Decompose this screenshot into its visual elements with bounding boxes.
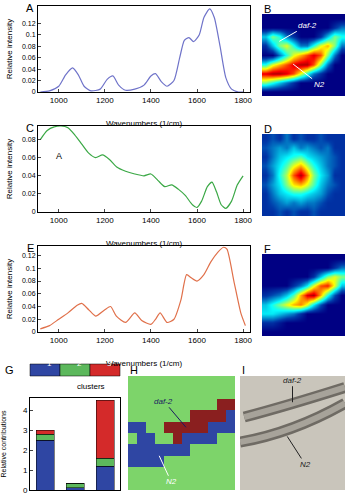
- svg-text:0: 0: [23, 486, 28, 495]
- svg-text:B: B: [264, 3, 271, 15]
- svg-text:I: I: [242, 364, 245, 376]
- svg-text:0.04: 0.04: [22, 172, 36, 179]
- svg-text:0.08: 0.08: [22, 136, 36, 143]
- svg-text:0.04: 0.04: [22, 303, 36, 310]
- svg-text:0.06: 0.06: [22, 290, 36, 297]
- svg-text:1: 1: [23, 466, 28, 475]
- svg-text:2: 2: [77, 359, 82, 368]
- svg-text:1600: 1600: [188, 336, 206, 345]
- svg-text:0.02: 0.02: [22, 77, 36, 84]
- svg-text:Wavenumbers (1/cm): Wavenumbers (1/cm): [106, 359, 183, 368]
- svg-text:daf-2: daf-2: [154, 397, 173, 406]
- svg-text:A: A: [56, 151, 62, 161]
- svg-text:H: H: [130, 364, 138, 376]
- svg-text:N2: N2: [314, 80, 325, 89]
- svg-text:1000: 1000: [50, 96, 68, 105]
- svg-text:1: 1: [47, 359, 52, 368]
- svg-text:1200: 1200: [96, 96, 114, 105]
- svg-text:1400: 1400: [142, 96, 160, 105]
- svg-text:Relative intensity: Relative intensity: [5, 19, 14, 79]
- svg-text:0.12: 0.12: [22, 20, 36, 27]
- svg-text:0.06: 0.06: [22, 54, 36, 61]
- svg-text:Relative intensity: Relative intensity: [5, 259, 14, 319]
- svg-text:F: F: [264, 243, 271, 255]
- svg-text:0.1: 0.1: [26, 31, 36, 38]
- svg-text:C: C: [26, 122, 34, 134]
- svg-text:Wavenumbers (1/cm): Wavenumbers (1/cm): [106, 119, 183, 128]
- svg-text:G: G: [5, 364, 14, 376]
- svg-text:N2: N2: [300, 460, 311, 469]
- svg-text:1000: 1000: [50, 336, 68, 345]
- svg-text:0: 0: [32, 88, 36, 95]
- svg-text:0.12: 0.12: [22, 252, 36, 259]
- svg-text:0.02: 0.02: [22, 316, 36, 323]
- svg-text:1400: 1400: [142, 336, 160, 345]
- svg-text:0.04: 0.04: [22, 66, 36, 73]
- svg-text:1600: 1600: [188, 96, 206, 105]
- svg-text:daf-2: daf-2: [283, 376, 302, 385]
- svg-text:0.08: 0.08: [22, 43, 36, 50]
- svg-text:Relative contributions: Relative contributions: [0, 410, 7, 477]
- svg-text:A: A: [26, 2, 34, 14]
- svg-text:N2: N2: [166, 477, 177, 486]
- svg-text:1600: 1600: [188, 216, 206, 225]
- svg-text:Wavenumbers (1/cm): Wavenumbers (1/cm): [106, 239, 183, 248]
- svg-text:0.06: 0.06: [22, 154, 36, 161]
- svg-text:2: 2: [23, 446, 28, 455]
- svg-text:1200: 1200: [96, 216, 114, 225]
- svg-text:4: 4: [23, 406, 28, 415]
- svg-text:1800: 1800: [234, 216, 252, 225]
- svg-text:1800: 1800: [234, 96, 252, 105]
- svg-text:0: 0: [32, 328, 36, 335]
- svg-text:1800: 1800: [234, 336, 252, 345]
- svg-text:D: D: [264, 123, 272, 135]
- svg-text:0.02: 0.02: [22, 190, 36, 197]
- svg-text:0: 0: [32, 208, 36, 215]
- svg-text:E: E: [27, 242, 34, 254]
- svg-text:0.08: 0.08: [22, 277, 36, 284]
- svg-text:3: 3: [107, 359, 112, 368]
- svg-text:3: 3: [23, 426, 28, 435]
- svg-text:Relative intensity: Relative intensity: [5, 139, 14, 199]
- svg-text:1200: 1200: [96, 336, 114, 345]
- svg-text:1400: 1400: [142, 216, 160, 225]
- svg-text:daf-2: daf-2: [298, 21, 317, 30]
- svg-text:clusters: clusters: [77, 382, 105, 391]
- svg-text:0.1: 0.1: [26, 265, 36, 272]
- svg-text:1000: 1000: [50, 216, 68, 225]
